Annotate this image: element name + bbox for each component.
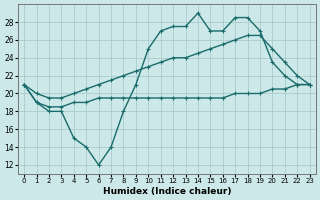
- X-axis label: Humidex (Indice chaleur): Humidex (Indice chaleur): [103, 187, 231, 196]
